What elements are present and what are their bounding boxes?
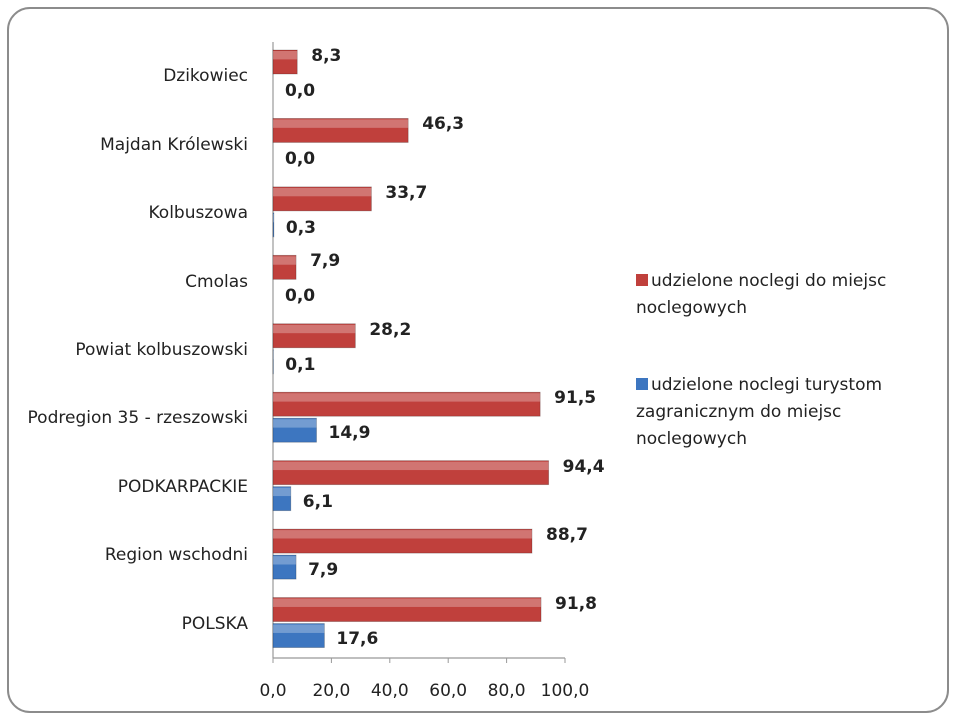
value-label: 46,3: [422, 114, 465, 135]
bar: [272, 212, 275, 238]
bar: [272, 118, 409, 143]
value-label: 6,1: [302, 491, 333, 512]
bar-highlight: [273, 51, 298, 60]
x-tick-label: 20,0: [312, 681, 351, 701]
bar-highlight: [273, 530, 533, 539]
value-label: 17,6: [336, 628, 379, 649]
value-label: 91,5: [554, 388, 597, 409]
bar-highlight: [273, 487, 291, 497]
bar: [272, 323, 356, 349]
bar-highlight: [273, 393, 541, 402]
category-label: Powiat kolbuszowski: [75, 339, 248, 360]
value-label: 8,3: [311, 46, 342, 66]
bar-highlight: [273, 598, 542, 607]
value-label: 0,0: [285, 81, 316, 101]
value-label: 0,0: [285, 149, 316, 170]
category-label: Kolbuszowa: [148, 202, 249, 223]
bar-highlight: [273, 556, 297, 565]
value-label: 0,0: [285, 286, 316, 307]
x-tick-label: 80,0: [487, 681, 526, 701]
bar-highlight: [273, 213, 274, 223]
legend-label: udzielone noclegi turystom zagranicznym …: [636, 375, 883, 450]
bar: [272, 460, 550, 486]
x-tick-label: 40,0: [370, 681, 409, 701]
frame: [7, 7, 949, 713]
x-tick-label: 100,0: [540, 681, 590, 701]
bar-highlight: [273, 624, 325, 633]
value-label: 33,7: [385, 182, 428, 203]
bar: [272, 554, 297, 580]
bar-highlight: [273, 419, 317, 428]
bar: [272, 528, 533, 554]
value-label: 0,3: [285, 217, 316, 238]
bar: [272, 486, 292, 512]
legend-swatch: [636, 274, 648, 286]
value-label: 88,7: [546, 525, 588, 546]
category-label: PODKARPACKIE: [117, 476, 248, 497]
bar: [272, 623, 325, 648]
category-label: Dzikowiec: [163, 66, 248, 87]
value-label: 0,1: [285, 354, 316, 375]
legend-entry: udzielone noclegi turystom zagranicznym …: [636, 372, 936, 454]
bar: [272, 186, 372, 212]
legend-label: udzielone noclegi do miejsc noclegowych: [636, 271, 887, 319]
bar: [272, 417, 317, 443]
bar-highlight: [273, 324, 356, 334]
bar: [272, 49, 298, 75]
value-label: 7,9: [308, 560, 339, 581]
x-tick-label: 60,0: [429, 681, 468, 701]
x-tick-label: 0,0: [259, 681, 287, 701]
bar: [272, 391, 541, 417]
category-label: Cmolas: [185, 271, 248, 292]
legend-entry: udzielone noclegi do miejsc noclegowych: [636, 268, 936, 322]
bar: [272, 597, 542, 622]
bar: [272, 254, 297, 280]
value-label: 28,2: [369, 319, 412, 340]
legend-swatch: [636, 378, 648, 390]
category-label: POLSKA: [181, 613, 248, 634]
category-label: Podregion 35 - rzeszowski: [27, 408, 248, 429]
value-label: 94,4: [562, 456, 605, 477]
bar-highlight: [273, 256, 297, 265]
value-label: 14,9: [328, 423, 371, 444]
value-label: 91,8: [555, 593, 597, 614]
value-label: 7,9: [310, 251, 341, 272]
bar-highlight: [273, 119, 409, 128]
category-label: Region wschodni: [104, 545, 248, 566]
bar-highlight: [273, 187, 372, 197]
bar-highlight: [273, 461, 549, 471]
category-label: Majdan Królewski: [100, 134, 248, 155]
